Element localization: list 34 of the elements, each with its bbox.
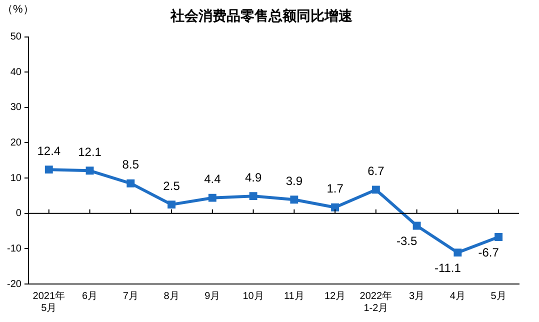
x-tick-label: 8月	[164, 290, 180, 302]
x-tick-label: 12月	[324, 290, 346, 302]
y-tick-label: 40	[10, 66, 22, 78]
y-tick-label: 30	[10, 102, 22, 114]
y-axis-title: （%）	[2, 4, 34, 16]
x-tick-label: 4月	[450, 290, 466, 302]
y-tick-label: -10	[7, 243, 22, 254]
y-tick-label: 20	[10, 137, 22, 148]
data-label: 2.5	[163, 178, 180, 193]
data-label: 4.9	[244, 170, 262, 184]
data-label: 3.9	[286, 174, 303, 188]
x-tick-label: 9月	[204, 290, 220, 302]
y-tick-label: 50	[10, 32, 22, 43]
x-tick-label: 10月	[242, 290, 264, 302]
y-tick-label: 10	[10, 172, 22, 184]
x-tick-label: 3月	[409, 290, 425, 302]
data-label: 1.7	[326, 182, 344, 196]
data-label: 4.4	[204, 172, 222, 186]
x-tick-label: 6月	[82, 290, 98, 302]
data-label: 12.1	[78, 144, 102, 159]
x-tick-label: 7月	[122, 290, 138, 302]
y-tick-label: -20	[7, 278, 22, 290]
data-label: 12.4	[37, 144, 61, 158]
data-label: -3.5	[396, 234, 418, 248]
y-tick-label: 0	[16, 208, 22, 220]
x-tick-label: 5月	[490, 290, 506, 302]
data-label: -6.7	[478, 245, 500, 260]
data-label: -11.1	[434, 260, 462, 275]
chart-title: 社会消费品零售总额同比增速	[170, 7, 354, 24]
x-tick-label: 2021年 5月	[32, 290, 66, 314]
data-label: 6.7	[368, 164, 385, 178]
x-tick-label: 2022年 1-2月	[360, 290, 392, 314]
data-label: 8.5	[122, 158, 140, 172]
x-tick-label: 11月	[284, 290, 304, 302]
